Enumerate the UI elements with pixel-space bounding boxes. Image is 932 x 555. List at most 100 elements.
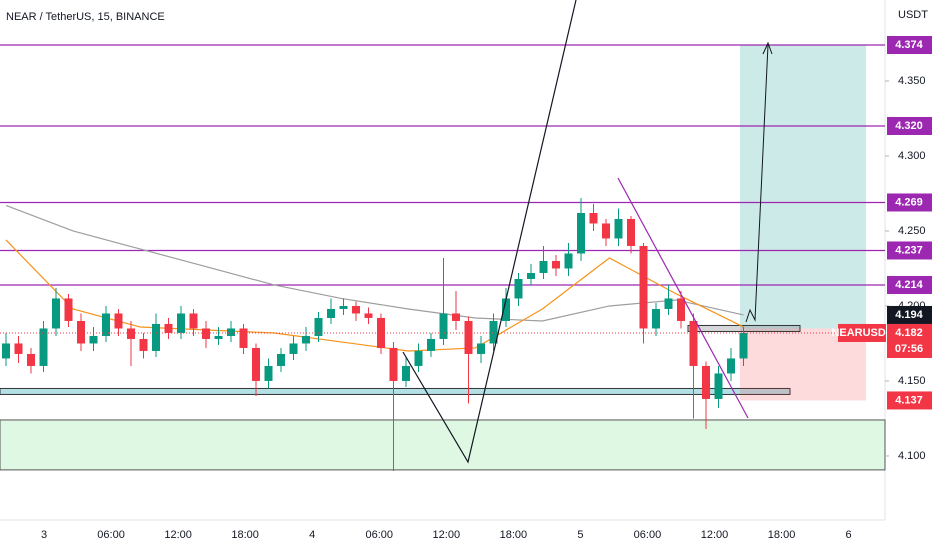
candle-body [552,260,560,269]
last-price-label: 4.182 [895,327,923,339]
tag-label: 4.320 [895,120,923,132]
tag-box [887,391,932,410]
candle-body [614,218,623,239]
y-tick-label: 4.100 [898,450,926,462]
candle-body [739,332,748,359]
candle-body [352,305,360,314]
candle-body [664,298,673,309]
x-tick-label: 4 [309,529,315,541]
price-tag: 4.194 [887,305,932,324]
x-tick-label: 06:00 [365,529,393,541]
candle-body [402,365,410,381]
price-tag: 4.137 [887,391,932,410]
moving-average [5,204,744,322]
axis-unit: USDT [898,9,928,21]
x-tick-label: 3 [41,529,47,541]
symbol-label: NEARUSDT [831,327,892,339]
candle-body [114,313,123,329]
tag-label: 4.237 [895,244,923,256]
x-tick-label: 18:00 [231,529,259,541]
candle-body [689,320,698,366]
tag-label: 4.194 [895,309,923,321]
candle-body [639,245,648,329]
trend-line [617,177,749,419]
candle-body [252,347,260,381]
x-tick-label: 5 [577,529,583,541]
tag-label: 4.269 [895,196,923,208]
price-tag: 4.374 [887,35,932,54]
candle-body [464,320,473,354]
candle-body [714,373,723,399]
candle-body [627,218,635,246]
candle-body [139,338,148,351]
symbol-title: NEAR / TetherUS, 15, BINANCE [6,11,165,23]
candle-body [77,320,85,344]
candle-body [327,308,335,318]
profit-zone [740,44,866,329]
candle-body [439,313,448,339]
candle-body [477,343,485,354]
moving-average [5,239,744,352]
candle-body [127,328,135,339]
candle-body [539,260,548,273]
symbol-box [838,323,886,342]
candle-body [177,313,185,333]
candle-body [339,305,348,309]
candle-body [652,308,660,329]
x-tick-label: 06:00 [634,529,662,541]
candle-body [702,365,710,399]
candle-body [564,253,573,269]
candle-body [202,328,210,339]
candle-body [389,347,398,381]
price-tag: 4.320 [887,116,932,135]
candle-body [527,272,535,279]
candle-body [214,335,223,339]
price-tag: 4.237 [887,241,932,260]
candle-body [64,298,73,321]
x-tick-label: 06:00 [97,529,125,541]
candle-body [102,313,110,336]
countdown-label: 07:56 [895,343,923,355]
tag-box [887,305,932,324]
candle-body [727,358,735,374]
candle-body [489,320,498,344]
candle-body [414,350,423,366]
x-tick-label: 18:00 [500,529,528,541]
candle-body [89,335,98,344]
projection-path [745,44,769,323]
candle-body [189,313,198,329]
candle-body [289,343,298,354]
candle-body [239,328,248,348]
candle-body [39,328,48,366]
candle-body [589,212,598,224]
candle-body [314,317,323,336]
x-tick-label: 12:00 [164,529,192,541]
tag-box [887,241,932,260]
tag-label: 4.137 [895,394,923,406]
candle-body [264,365,273,381]
tag-label: 4.214 [895,279,923,291]
drawn-path [402,0,577,464]
tag-box [887,35,932,54]
tag-box [887,275,932,294]
candle-body [277,353,285,366]
x-tick-label: 12:00 [701,529,729,541]
price-tag: 4.214 [887,275,932,294]
y-tick-label: 4.300 [898,150,926,162]
candle-body [52,298,60,329]
y-tick-label: 4.150 [898,375,926,387]
x-tick-label: 12:00 [433,529,461,541]
candle-body [227,328,235,336]
candle-body [302,335,310,344]
candle-body [427,338,435,351]
tag-label: 4.374 [895,39,923,51]
candle-body [2,343,10,359]
tag-box [887,193,932,212]
candle-body [364,313,373,318]
y-tick-label: 4.250 [898,225,926,237]
arrow-head [762,41,773,55]
y-tick-label: 4.350 [898,75,926,87]
candle-body [152,323,160,351]
